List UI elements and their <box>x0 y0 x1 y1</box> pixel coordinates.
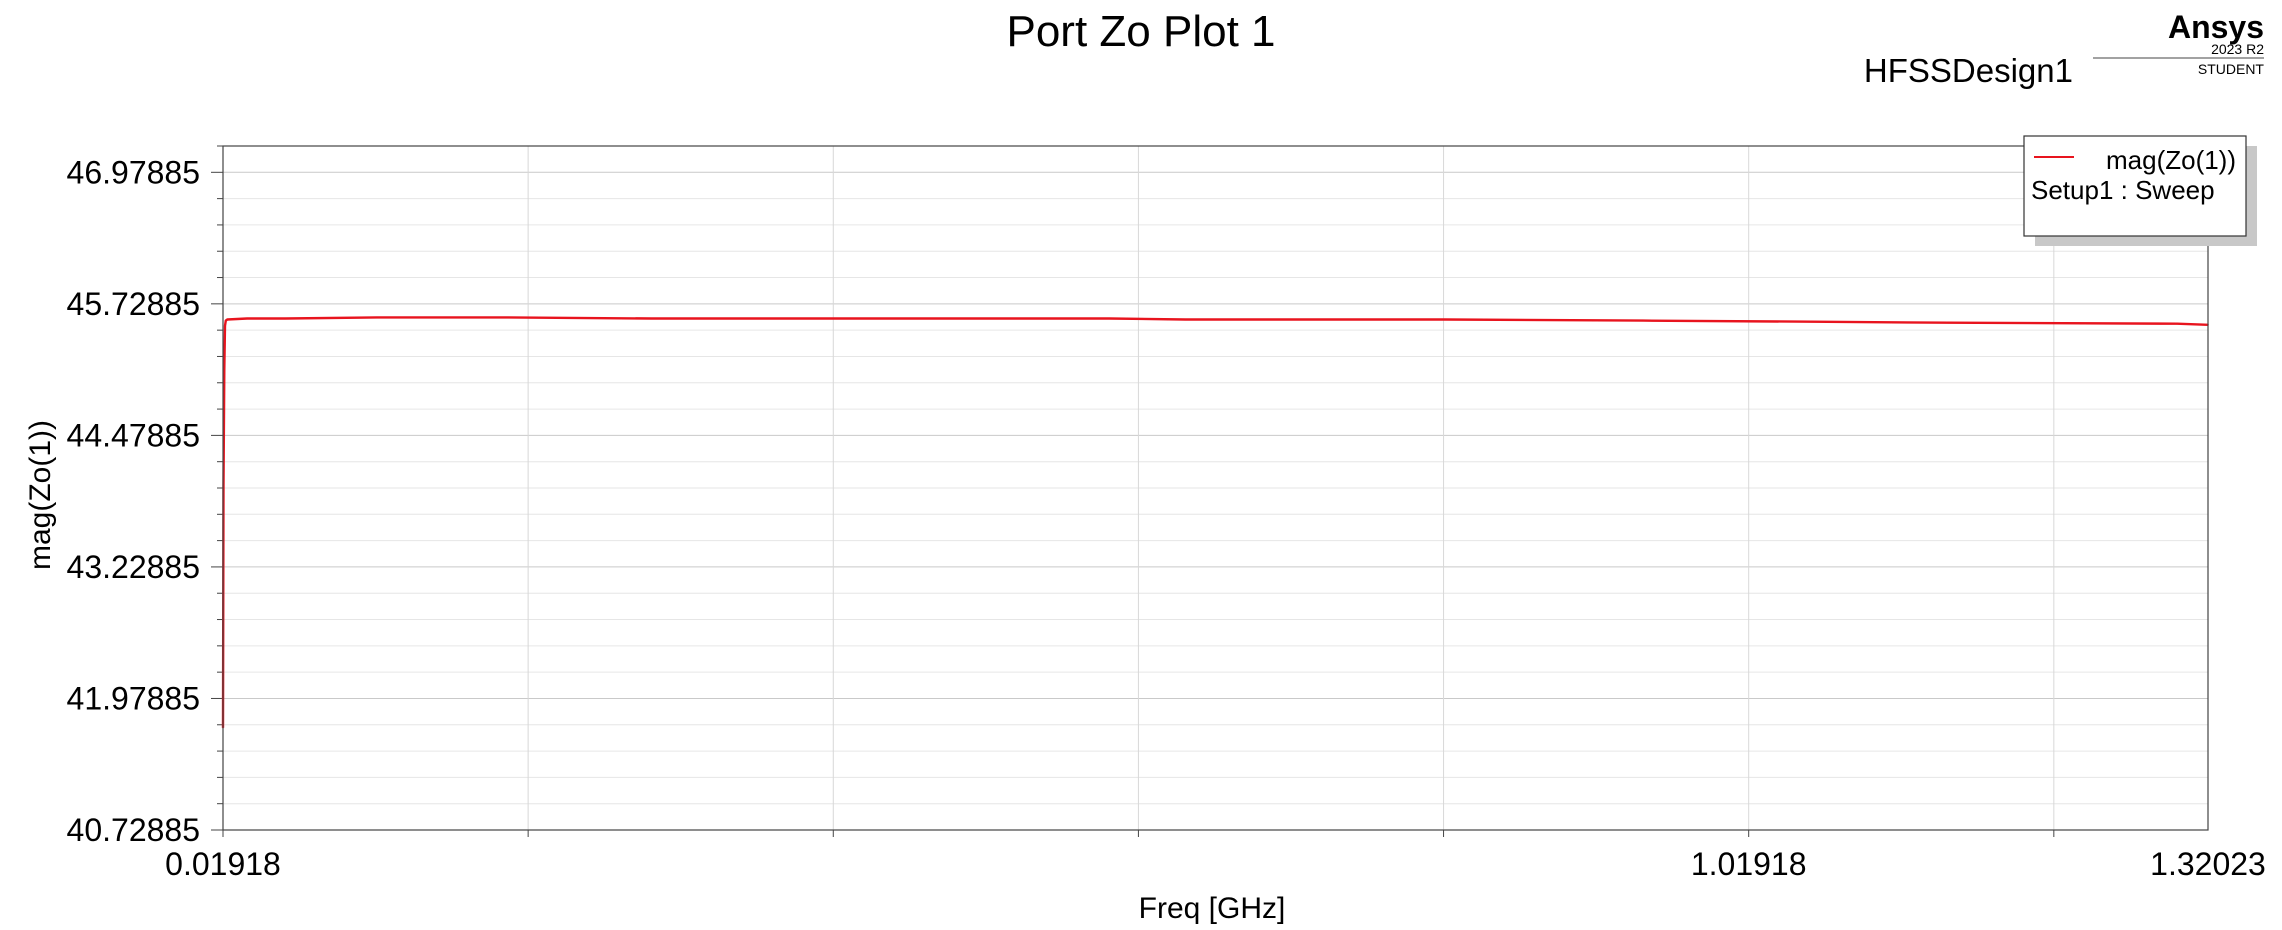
x-tick-label: 0.01918 <box>165 846 281 882</box>
chart-title: Port Zo Plot 1 <box>1006 7 1275 56</box>
series-point <box>376 316 378 319</box>
y-axis-label: mag(Zo(1)) <box>24 420 57 570</box>
legend-box <box>2023 135 2247 237</box>
brand-name: Ansys <box>2168 9 2264 45</box>
series-point <box>1947 321 1950 324</box>
legend-series-name: mag(Zo(1)) <box>2106 145 2236 175</box>
series-point <box>226 318 229 321</box>
series-line <box>221 316 2209 728</box>
plot-frame <box>222 145 2209 831</box>
series-point <box>1794 320 1797 323</box>
brand-version: 2023 R2 <box>2211 41 2264 57</box>
design-name: HFSSDesign1 <box>1864 52 2073 89</box>
series-point <box>650 317 653 320</box>
series-point <box>224 319 227 322</box>
series-point <box>1184 318 1187 321</box>
y-tick-label: 46.97885 <box>67 154 200 190</box>
y-tick-label: 44.47885 <box>67 417 200 453</box>
series-point <box>498 316 500 319</box>
series-point <box>223 369 226 371</box>
series-point <box>879 317 882 320</box>
y-tick-label: 43.22885 <box>67 549 200 585</box>
y-tick-labels: 40.72885 41.97885 43.22885 44.47885 45.72885… <box>67 154 200 848</box>
series-point <box>2176 322 2178 325</box>
y-tick-label: 40.72885 <box>67 812 200 848</box>
brand-edition: STUDENT <box>2198 61 2265 77</box>
series-point <box>246 317 248 320</box>
y-tick-label: 41.97885 <box>67 680 200 716</box>
y-tick-label: 45.72885 <box>67 286 200 322</box>
x-tick-label: 1.32023 <box>2150 846 2266 882</box>
grid-lines <box>222 145 2208 831</box>
legend[interactable]: mag(Zo(1)) Setup1 : Sweep <box>2023 135 2257 246</box>
series-point <box>1642 319 1644 322</box>
series-point <box>1108 317 1110 320</box>
series-point <box>1444 318 1446 321</box>
plot-area <box>211 145 2209 837</box>
legend-series-setup: Setup1 : Sweep <box>2031 175 2215 205</box>
series-point <box>284 317 287 320</box>
x-tick-label: 1.01918 <box>1691 846 1807 882</box>
series-point <box>224 325 226 327</box>
x-axis-label: Freq [GHz] <box>1139 892 1286 925</box>
x-tick-labels: 0.01918 1.01918 1.32023 <box>165 846 2266 882</box>
